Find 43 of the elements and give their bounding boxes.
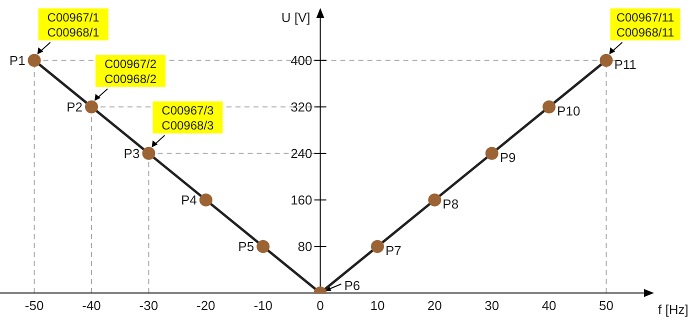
- x-tick-label: 0: [316, 298, 324, 314]
- annotation: P5: [238, 239, 254, 254]
- annotation: C00967/2 C00968/2: [104, 56, 157, 86]
- x-tick-label: 30: [484, 298, 500, 314]
- y-tick-label: 160: [290, 192, 312, 208]
- annotation: P6: [344, 278, 360, 293]
- annotation: P4: [180, 192, 197, 208]
- point: [199, 193, 212, 206]
- x-tick-label: 40: [542, 298, 556, 314]
- point: [370, 240, 384, 253]
- point: [28, 54, 41, 67]
- x-tick-label: -50: [24, 298, 44, 314]
- y-tick-label: 80: [298, 239, 312, 254]
- y-tick-label: 400: [290, 52, 312, 68]
- x-tick-label: -40: [82, 298, 101, 314]
- x-tick-label: 50: [599, 298, 614, 314]
- annotation: P7: [385, 243, 402, 258]
- annotation: C00967/1 C00968/1: [47, 10, 100, 40]
- point: [142, 146, 156, 160]
- x-tick-label: 20: [427, 298, 442, 314]
- annotation: P11: [614, 56, 636, 72]
- y-tick-label: 320: [290, 99, 312, 114]
- point: [485, 146, 498, 160]
- annotation: C00967/11 C00968/11: [616, 10, 674, 40]
- y-tick-label: 240: [290, 146, 312, 161]
- annotation: P8: [442, 196, 459, 212]
- x-tick-label: 10: [370, 298, 385, 314]
- annotation: P2: [66, 99, 83, 114]
- point: [542, 100, 556, 114]
- point: [428, 193, 442, 206]
- point: [600, 54, 613, 67]
- point: [85, 100, 98, 114]
- x-axis-title: f [Hz]: [658, 302, 688, 317]
- annotation: P3: [124, 146, 140, 161]
- annotation: P9: [500, 150, 516, 165]
- y-axis-title: U [V]: [281, 10, 310, 25]
- x-tick-label: -20: [196, 298, 216, 314]
- x-tick-label: -10: [254, 298, 272, 314]
- x-tick-label: -30: [139, 298, 158, 314]
- point: [256, 240, 270, 253]
- annotation: P1: [9, 52, 26, 68]
- annotation: P10: [557, 103, 580, 118]
- annotation: C00967/3 C00968/3: [162, 103, 214, 132]
